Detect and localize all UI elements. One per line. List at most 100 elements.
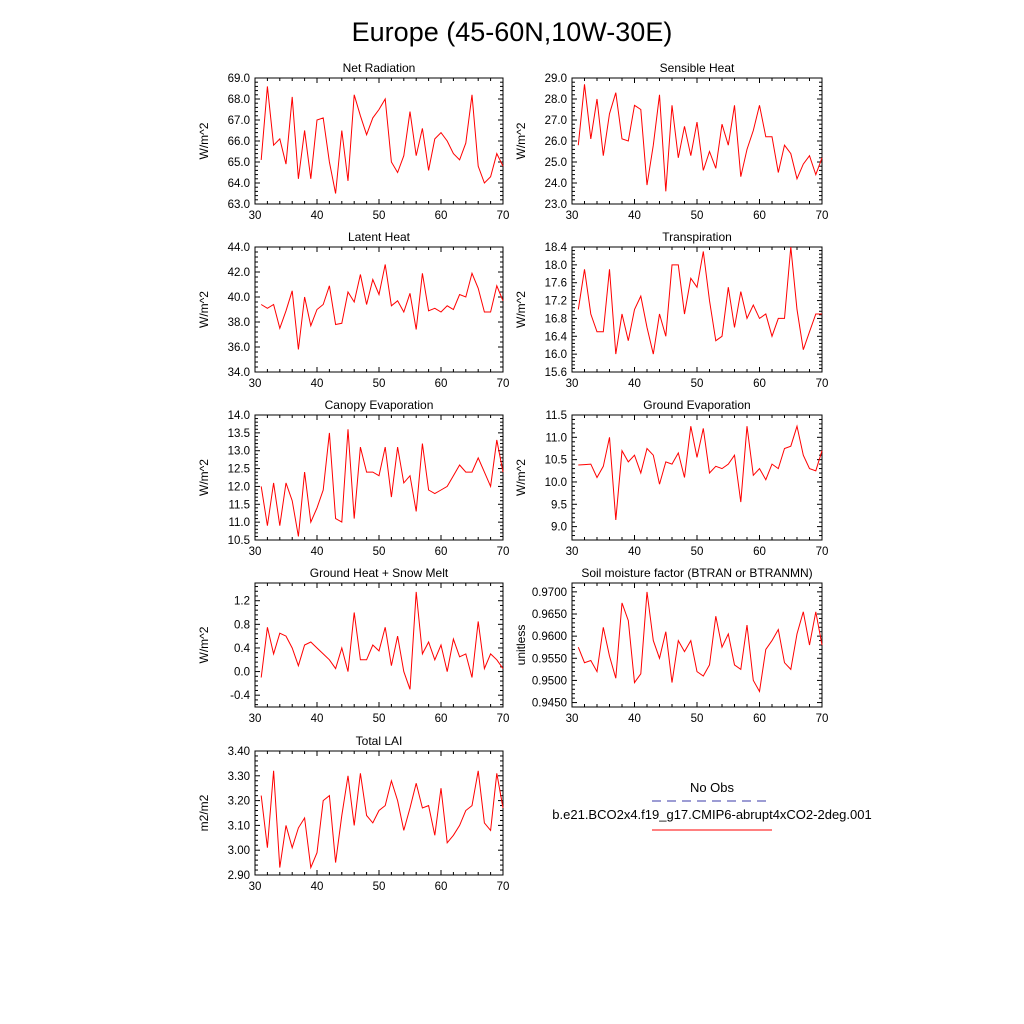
y-axis-label: unitless	[514, 625, 528, 666]
y-tick-label: 13.5	[228, 428, 250, 440]
y-tick-label: 28.0	[545, 94, 567, 106]
x-tick-label: 70	[497, 546, 510, 558]
y-tick-label: 26.0	[545, 136, 567, 148]
x-tick-label: 50	[691, 546, 704, 558]
x-tick-label: 50	[373, 546, 386, 558]
y-tick-label: 18.0	[545, 260, 567, 272]
x-tick-label: 70	[816, 378, 829, 390]
plot-frame	[571, 582, 823, 708]
y-tick-label: 10.0	[545, 477, 567, 489]
y-tick-label: 44.0	[228, 242, 250, 254]
y-tick-label: 38.0	[228, 317, 250, 329]
x-tick-label: 70	[816, 210, 829, 222]
x-tick-label: 60	[753, 378, 766, 390]
y-tick-label: 67.0	[228, 115, 250, 127]
y-tick-label: 68.0	[228, 94, 250, 106]
x-tick-label: 40	[628, 210, 641, 222]
panel-2: 30 40 50 60 70 23.0 24.0 25.0 26.0 27.0 28.0 29.0 Se…	[514, 61, 828, 222]
y-tick-label: 1.2	[234, 596, 250, 608]
x-tick-label: 30	[249, 713, 262, 725]
x-tick-label: 40	[311, 713, 324, 725]
y-axis-label: W/m^2	[197, 626, 211, 663]
x-tick-label: 60	[435, 378, 448, 390]
y-tick-label: 10.5	[228, 535, 250, 547]
y-tick-label: 25.0	[545, 157, 567, 169]
series-line	[578, 424, 823, 520]
panel-title: Latent Heat	[348, 230, 411, 244]
plot-frame	[571, 77, 823, 205]
y-tick-label: 0.4	[234, 643, 251, 655]
panel-title: Ground Heat + Snow Melt	[310, 566, 449, 580]
y-tick-label: 0.9450	[532, 698, 567, 710]
y-tick-label: 27.0	[545, 115, 567, 127]
y-tick-label: 36.0	[228, 342, 250, 354]
x-tick-label: 30	[249, 881, 262, 893]
y-tick-label: 0.9600	[532, 631, 567, 643]
panel-8: 30 40 50 60 70 0.9450 0.9500 0.9550 0.9600 0.9650…	[514, 566, 828, 725]
x-tick-label: 70	[497, 378, 510, 390]
y-tick-label: 3.30	[228, 771, 250, 783]
x-tick-label: 50	[373, 378, 386, 390]
x-tick-label: 50	[373, 210, 386, 222]
y-tick-label: 10.5	[545, 455, 567, 467]
y-tick-label: 17.6	[545, 278, 567, 290]
y-axis-label: W/m^2	[514, 122, 528, 159]
panel-4: 30 40 50 60 70 15.6 16.0 16.4 16.8 17.2 17.6 18.0 18…	[514, 230, 828, 390]
y-tick-label: 42.0	[228, 267, 250, 279]
series-line	[260, 770, 504, 870]
legend: No Obs b.e21.BCO2x4.f19_g17.CMIP6-abrupt…	[552, 780, 872, 831]
y-tick-label: 3.00	[228, 845, 250, 857]
series-line	[577, 84, 823, 192]
panel-title: Transpiration	[662, 230, 732, 244]
y-tick-label: 11.0	[228, 517, 250, 529]
y-tick-label: 65.0	[228, 157, 250, 169]
y-tick-label: 40.0	[228, 292, 250, 304]
x-tick-label: 50	[691, 713, 704, 725]
series-line	[260, 591, 504, 690]
x-tick-label: 60	[435, 546, 448, 558]
x-tick-label: 30	[249, 546, 262, 558]
y-tick-label: 29.0	[545, 73, 567, 85]
y-tick-label: 12.0	[228, 481, 250, 493]
x-tick-label: 30	[249, 378, 262, 390]
y-tick-label: 9.5	[551, 499, 567, 511]
x-tick-label: 40	[628, 713, 641, 725]
panel-title: Sensible Heat	[660, 61, 735, 75]
y-tick-label: 23.0	[545, 199, 567, 211]
panel-3: 30 40 50 60 70 34.0 36.0 38.0 40.0 42.0 44.0 Latent…	[197, 230, 509, 390]
y-tick-label: 0.9650	[532, 609, 567, 621]
y-tick-label: 11.0	[545, 432, 567, 444]
y-tick-label: 0.0	[234, 667, 250, 679]
plot-frame	[254, 582, 504, 708]
y-axis-label: W/m^2	[197, 122, 211, 159]
series-line	[577, 246, 822, 355]
series-line	[577, 591, 823, 694]
series-line	[260, 264, 504, 350]
x-tick-label: 60	[753, 546, 766, 558]
x-tick-label: 60	[435, 881, 448, 893]
y-tick-label: 16.8	[545, 313, 567, 325]
legend-obs-label: No Obs	[690, 780, 735, 795]
y-tick-label: 3.40	[228, 746, 250, 758]
panel-title: Total LAI	[356, 734, 403, 748]
x-tick-label: 70	[497, 713, 510, 725]
y-tick-label: 16.4	[545, 331, 568, 343]
y-axis-label: W/m^2	[197, 291, 211, 328]
x-tick-label: 30	[566, 210, 579, 222]
panel-title: Canopy Evaporation	[325, 398, 434, 412]
x-tick-label: 30	[566, 546, 579, 558]
panel-1: 30 40 50 60 70 63.0 64.0 65.0 66.0 67.0 68.0 69.0 Ne…	[197, 61, 509, 222]
series-line	[260, 429, 504, 537]
panel-9: 30 40 50 60 70 2.90 3.00 3.10 3.20 3.30 3.40 Total …	[197, 734, 509, 893]
x-tick-label: 60	[753, 713, 766, 725]
x-tick-label: 40	[628, 378, 641, 390]
x-tick-label: 50	[691, 378, 704, 390]
y-tick-label: 34.0	[228, 367, 250, 379]
x-tick-label: 70	[497, 881, 510, 893]
legend-model-label: b.e21.BCO2x4.f19_g17.CMIP6-abrupt4xCO2-2…	[552, 807, 871, 822]
y-axis-label: W/m^2	[514, 291, 528, 328]
panel-7: 30 40 50 60 70 -0.4 0.0 0.4 0.8 1.2 Ground Heat + …	[197, 566, 509, 725]
panels: 30 40 50 60 70 63.0 64.0 65.0 66.0 67.0 68.0 69.0 Ne…	[197, 61, 828, 893]
plot-frame	[254, 246, 504, 373]
